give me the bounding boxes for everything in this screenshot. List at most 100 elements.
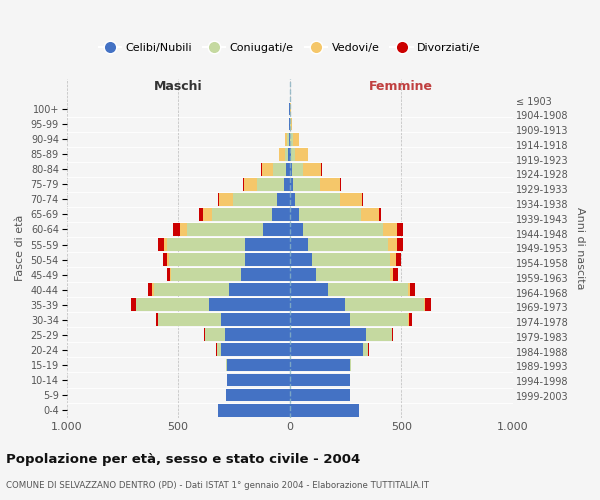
Bar [364,344,368,356]
Bar [290,148,291,160]
Bar [167,238,245,251]
Bar [205,328,225,341]
Bar [291,148,295,160]
Bar [220,193,233,206]
Bar [290,374,350,386]
Bar [290,314,350,326]
Bar [290,178,293,190]
Bar [169,253,245,266]
Bar [290,208,299,221]
Bar [284,148,288,160]
Bar [279,148,284,160]
Bar [394,268,398,281]
Bar [167,253,169,266]
Bar [290,163,292,175]
Bar [308,238,388,251]
Bar [395,253,401,266]
Y-axis label: Anni di nascita: Anni di nascita [575,207,585,290]
Bar [424,298,425,311]
Bar [221,314,290,326]
Bar [320,178,340,190]
Bar [273,163,286,175]
Bar [365,328,392,341]
Bar [136,298,209,311]
Bar [285,132,287,145]
Bar [290,388,350,402]
Bar [390,268,394,281]
Bar [244,178,257,190]
Bar [167,268,170,281]
Bar [361,208,379,221]
Bar [187,223,263,236]
Bar [245,253,290,266]
Bar [295,193,340,206]
Bar [392,328,394,341]
Bar [173,223,181,236]
Bar [290,223,303,236]
Bar [408,314,409,326]
Bar [245,238,290,251]
Bar [272,208,290,221]
Bar [227,358,290,372]
Bar [290,284,328,296]
Text: Maschi: Maschi [154,80,202,93]
Bar [346,298,424,311]
Bar [131,298,136,311]
Bar [164,238,167,251]
Bar [340,193,362,206]
Bar [286,163,290,175]
Bar [170,268,172,281]
Bar [340,178,341,190]
Bar [227,374,290,386]
Bar [425,298,431,311]
Bar [408,284,410,296]
Bar [316,268,390,281]
Bar [397,238,403,251]
Bar [229,284,290,296]
Bar [390,253,395,266]
Bar [350,314,408,326]
Bar [241,268,290,281]
Bar [226,358,227,372]
Text: Popolazione per età, sesso e stato civile - 2004: Popolazione per età, sesso e stato civil… [6,452,360,466]
Bar [379,208,381,221]
Bar [290,193,295,206]
Bar [172,268,241,281]
Bar [288,148,290,160]
Bar [263,223,290,236]
Bar [218,193,220,206]
Text: Femmine: Femmine [369,80,433,93]
Bar [293,132,299,145]
Bar [362,193,364,206]
Y-axis label: Fasce di età: Fasce di età [15,215,25,282]
Bar [148,284,152,296]
Bar [217,344,221,356]
Bar [287,132,289,145]
Bar [158,314,221,326]
Bar [284,178,290,190]
Bar [290,238,308,251]
Bar [290,253,312,266]
Bar [299,208,361,221]
Bar [290,118,292,130]
Bar [290,132,293,145]
Bar [218,404,290,416]
Bar [221,344,290,356]
Bar [154,284,229,296]
Bar [409,314,412,326]
Bar [388,238,397,251]
Bar [290,328,365,341]
Bar [226,388,290,402]
Bar [204,328,205,341]
Bar [158,238,164,251]
Bar [257,178,284,190]
Bar [328,284,408,296]
Bar [350,358,351,372]
Bar [293,178,320,190]
Bar [209,298,290,311]
Legend: Celibi/Nubili, Coniugati/e, Vedovi/e, Divorziati/e: Celibi/Nubili, Coniugati/e, Vedovi/e, Di… [94,38,485,58]
Bar [289,132,290,145]
Bar [262,163,273,175]
Bar [292,163,303,175]
Bar [277,193,290,206]
